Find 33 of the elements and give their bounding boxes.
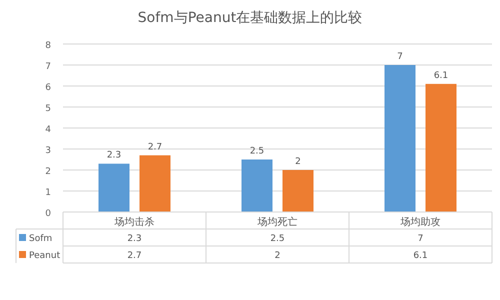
bar: [282, 170, 314, 212]
x-tick-label: 场均助攻: [400, 216, 440, 228]
bar: [140, 155, 170, 212]
x-tick-label: 场均击杀: [114, 216, 154, 228]
y-tick-label: 8: [45, 41, 52, 51]
text: 2.3: [106, 150, 122, 161]
bar: [426, 84, 456, 212]
text: 2.5: [250, 146, 264, 156]
chart-title: Sofm与Peanut在基础数据上的比较: [138, 10, 362, 26]
text: 2.7: [148, 142, 162, 152]
data-label: 2.3: [127, 234, 142, 244]
bar: [384, 65, 416, 212]
y-tick-label: 2: [45, 167, 51, 177]
data-label: 7: [418, 234, 424, 244]
y-tick-label: 0: [45, 209, 52, 219]
legend-label: Peanut: [29, 251, 61, 261]
y-tick-label: 5: [45, 104, 51, 114]
bar: [98, 164, 130, 212]
data-label: 2: [274, 251, 280, 261]
data-label: 2.5: [270, 234, 285, 244]
y-tick-label: 3: [45, 146, 51, 156]
y-tick-label: 6: [45, 83, 52, 93]
text: 6.1: [434, 70, 448, 81]
data-label: 2.7: [127, 251, 142, 261]
y-tick-label: 1: [45, 188, 51, 198]
x-tick-label: 场均死亡: [256, 216, 298, 228]
text: 2: [295, 157, 301, 167]
y-tick-label: 4: [45, 125, 52, 135]
legend-label: Sofm: [29, 234, 52, 244]
data-label: 6.1: [413, 251, 428, 261]
bar: [242, 160, 272, 212]
y-tick-label: 7: [45, 62, 51, 72]
text: 7: [397, 52, 403, 62]
